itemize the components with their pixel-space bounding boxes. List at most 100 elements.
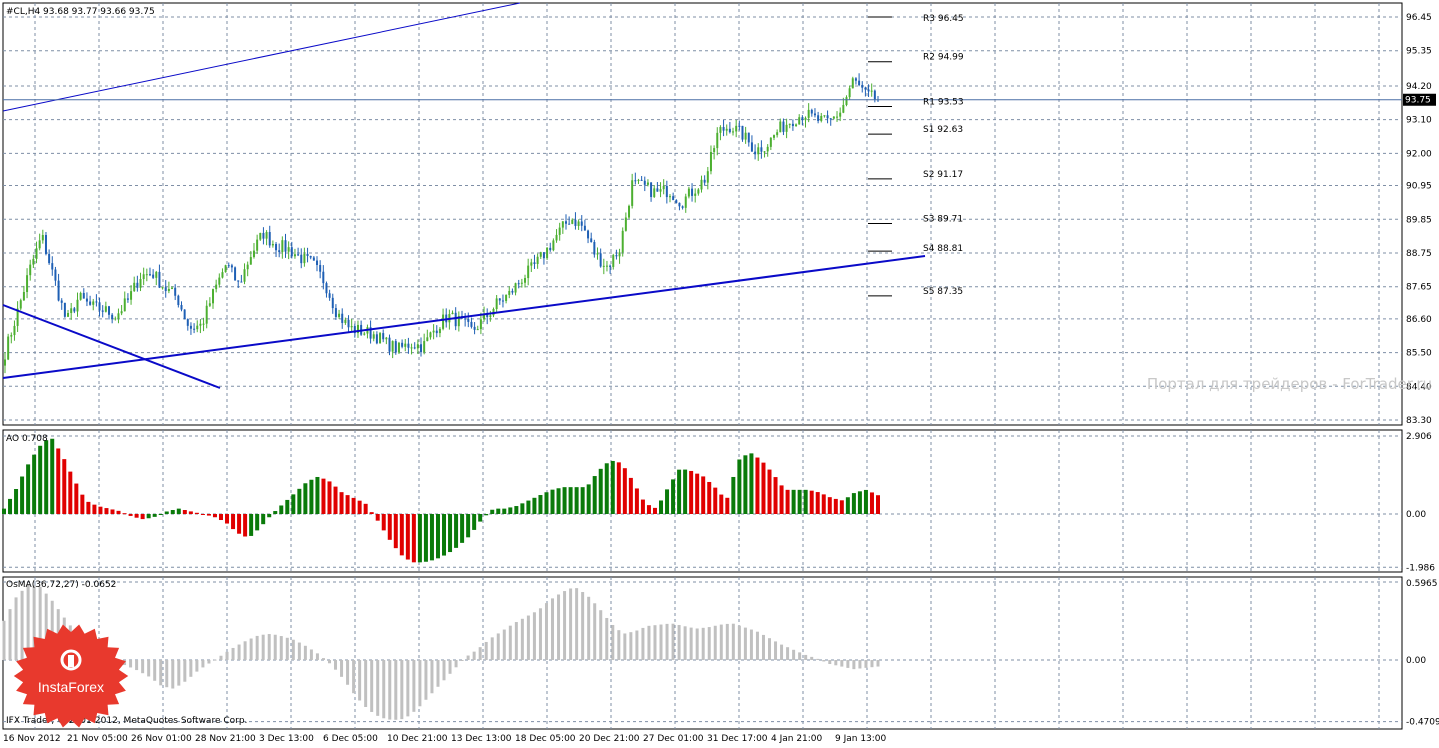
candle-body	[470, 321, 473, 327]
osma-bar	[768, 638, 772, 660]
ao-bar	[665, 489, 670, 514]
candle	[85, 292, 88, 307]
candle-body	[293, 254, 296, 257]
osma-bar	[50, 600, 54, 660]
candle	[527, 258, 530, 286]
candle	[212, 288, 215, 309]
candle-body	[555, 234, 558, 241]
osma-bar	[538, 608, 542, 660]
candle-body	[851, 78, 854, 89]
support-trendline	[2, 255, 926, 379]
candle	[820, 112, 823, 123]
candle	[60, 298, 63, 310]
candle	[101, 305, 104, 318]
upper-channel-line	[2, 2, 521, 112]
candle	[123, 291, 126, 312]
candle	[420, 337, 423, 357]
osma-bar	[810, 656, 814, 660]
candle-body	[70, 308, 73, 314]
candle	[290, 241, 293, 259]
candle-body	[319, 264, 322, 272]
candle-body	[316, 260, 319, 265]
candle	[275, 242, 278, 257]
osma-bar	[755, 631, 759, 660]
ao-bar	[466, 514, 471, 538]
time-tick-label: 21 Nov 05:00	[67, 734, 128, 744]
osma-bar	[786, 647, 790, 660]
price-tick-label: 84.40	[1406, 382, 1432, 392]
ao-bar	[532, 497, 537, 514]
candle	[605, 260, 608, 272]
osma-bar	[647, 625, 651, 660]
candle	[476, 325, 479, 331]
ao-bar	[200, 514, 205, 515]
candle	[823, 115, 826, 118]
ao-bar	[417, 514, 422, 563]
pivot-label-r1: R1 93.53	[923, 97, 964, 107]
time-tick-label: 13 Dec 13:00	[451, 734, 512, 744]
candle-body	[804, 117, 807, 121]
candle-body	[139, 279, 142, 288]
candle-body	[350, 326, 353, 328]
candle-body	[514, 283, 517, 293]
ao-bar	[574, 487, 579, 514]
ao-bar	[62, 459, 67, 514]
osma-bar	[382, 660, 386, 719]
time-tick-label: 3 Dec 13:00	[259, 734, 314, 744]
candle-body	[738, 125, 741, 127]
ao-bar	[393, 514, 398, 549]
candle	[533, 254, 536, 269]
osma-bar	[26, 584, 30, 660]
candle	[782, 118, 785, 136]
candle-body	[870, 90, 873, 92]
pivot-label-s1: S1 92.63	[923, 125, 963, 135]
ao-bar	[869, 492, 874, 514]
candle	[22, 285, 25, 302]
candle-body	[57, 280, 60, 301]
candle-body	[561, 221, 564, 228]
candle-body	[215, 284, 218, 290]
candle-body	[454, 312, 457, 327]
ao-bar	[526, 500, 531, 514]
ao-bar	[243, 514, 248, 537]
candle	[227, 262, 230, 268]
candle-body	[681, 206, 684, 208]
ao-bar	[176, 508, 181, 514]
candle-body	[650, 182, 653, 197]
candle-body	[599, 253, 602, 267]
ao-bar	[448, 514, 453, 553]
osma-bar	[165, 660, 169, 688]
candle	[180, 301, 183, 312]
osma-bar	[677, 624, 681, 660]
candle-body	[823, 115, 826, 117]
osma-bar	[641, 627, 645, 660]
candle-body	[732, 131, 735, 133]
osma-bar	[129, 660, 133, 668]
candle	[145, 268, 148, 282]
ao-bar	[375, 514, 380, 521]
osma-bar	[695, 628, 699, 660]
osma-bar	[225, 651, 229, 660]
candle	[108, 305, 111, 320]
ao-bar	[297, 488, 302, 514]
candle	[561, 221, 564, 234]
candle	[511, 288, 514, 295]
candle	[609, 264, 612, 274]
candle-body	[801, 117, 804, 121]
candle-body	[108, 306, 111, 315]
osma-bar	[394, 660, 398, 720]
candle-body	[111, 314, 114, 319]
osma-tick-label: 0.00	[1406, 656, 1426, 666]
osma-bar	[249, 638, 253, 660]
candle-body	[854, 78, 857, 81]
candle	[306, 247, 309, 263]
candle	[788, 123, 791, 129]
candle-body	[640, 179, 643, 181]
osma-bar	[490, 637, 494, 660]
candle	[861, 81, 864, 93]
candle	[230, 263, 233, 273]
ao-bar	[56, 448, 61, 514]
candle-body	[438, 328, 441, 334]
candle-body	[467, 319, 470, 322]
